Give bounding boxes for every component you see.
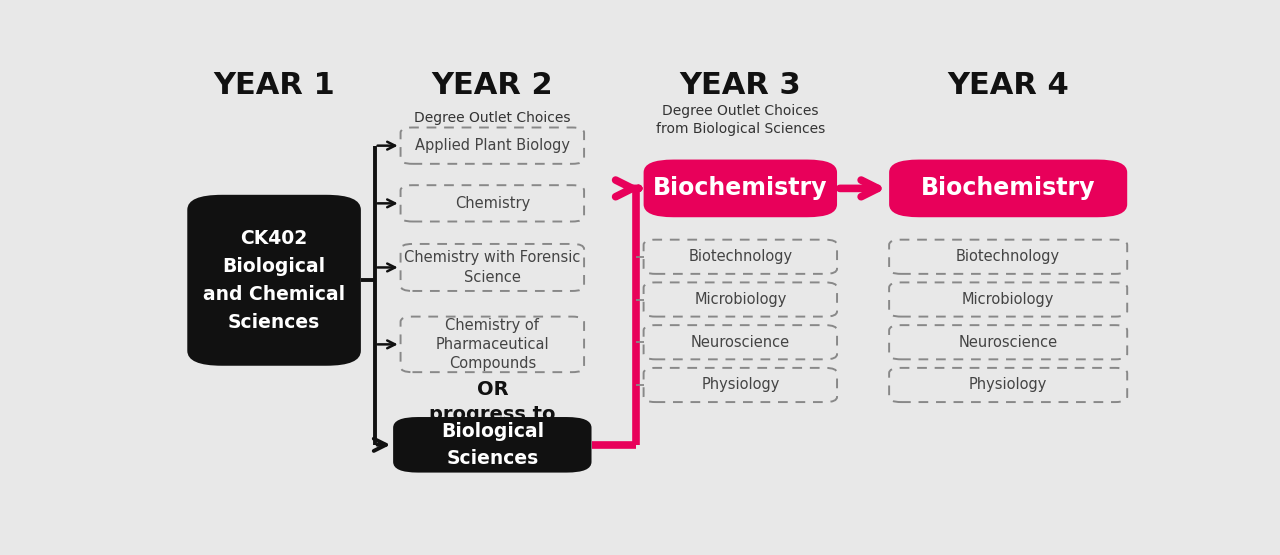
Text: Neuroscience: Neuroscience xyxy=(959,335,1057,350)
FancyBboxPatch shape xyxy=(393,417,591,473)
Text: Physiology: Physiology xyxy=(701,377,780,392)
FancyBboxPatch shape xyxy=(644,368,837,402)
Text: Chemistry with Forensic
Science: Chemistry with Forensic Science xyxy=(404,250,581,285)
FancyBboxPatch shape xyxy=(644,240,837,274)
Text: Biotechnology: Biotechnology xyxy=(956,249,1060,264)
FancyBboxPatch shape xyxy=(890,282,1128,316)
Text: Applied Plant Biology: Applied Plant Biology xyxy=(415,138,570,153)
Text: Chemistry of
Pharmaceutical
Compounds: Chemistry of Pharmaceutical Compounds xyxy=(435,317,549,371)
Text: Physiology: Physiology xyxy=(969,377,1047,392)
FancyBboxPatch shape xyxy=(187,195,361,366)
Text: Chemistry: Chemistry xyxy=(454,196,530,211)
Text: Biochemistry: Biochemistry xyxy=(920,176,1096,200)
FancyBboxPatch shape xyxy=(890,368,1128,402)
FancyBboxPatch shape xyxy=(401,185,584,221)
Text: Neuroscience: Neuroscience xyxy=(691,335,790,350)
Text: OR
progress to: OR progress to xyxy=(429,380,556,424)
FancyBboxPatch shape xyxy=(890,240,1128,274)
Text: YEAR 1: YEAR 1 xyxy=(214,72,335,100)
Text: Biological
Sciences: Biological Sciences xyxy=(440,422,544,467)
Text: Microbiology: Microbiology xyxy=(963,292,1055,307)
Text: Biotechnology: Biotechnology xyxy=(689,249,792,264)
Text: YEAR 4: YEAR 4 xyxy=(947,72,1069,100)
Text: YEAR 2: YEAR 2 xyxy=(431,72,553,100)
Text: Biochemistry: Biochemistry xyxy=(653,176,828,200)
FancyBboxPatch shape xyxy=(401,244,584,291)
FancyBboxPatch shape xyxy=(401,316,584,372)
Text: Degree Outlet Choices
from Biological Sciences: Degree Outlet Choices from Biological Sc… xyxy=(655,104,824,135)
FancyBboxPatch shape xyxy=(644,159,837,217)
FancyBboxPatch shape xyxy=(890,325,1128,359)
FancyBboxPatch shape xyxy=(890,159,1128,217)
Text: CK402
Biological
and Chemical
Sciences: CK402 Biological and Chemical Sciences xyxy=(204,229,346,332)
FancyBboxPatch shape xyxy=(401,128,584,164)
FancyBboxPatch shape xyxy=(644,325,837,359)
Text: Degree Outlet Choices: Degree Outlet Choices xyxy=(413,111,571,125)
Text: Microbiology: Microbiology xyxy=(694,292,786,307)
Text: YEAR 3: YEAR 3 xyxy=(680,72,801,100)
FancyBboxPatch shape xyxy=(644,282,837,316)
